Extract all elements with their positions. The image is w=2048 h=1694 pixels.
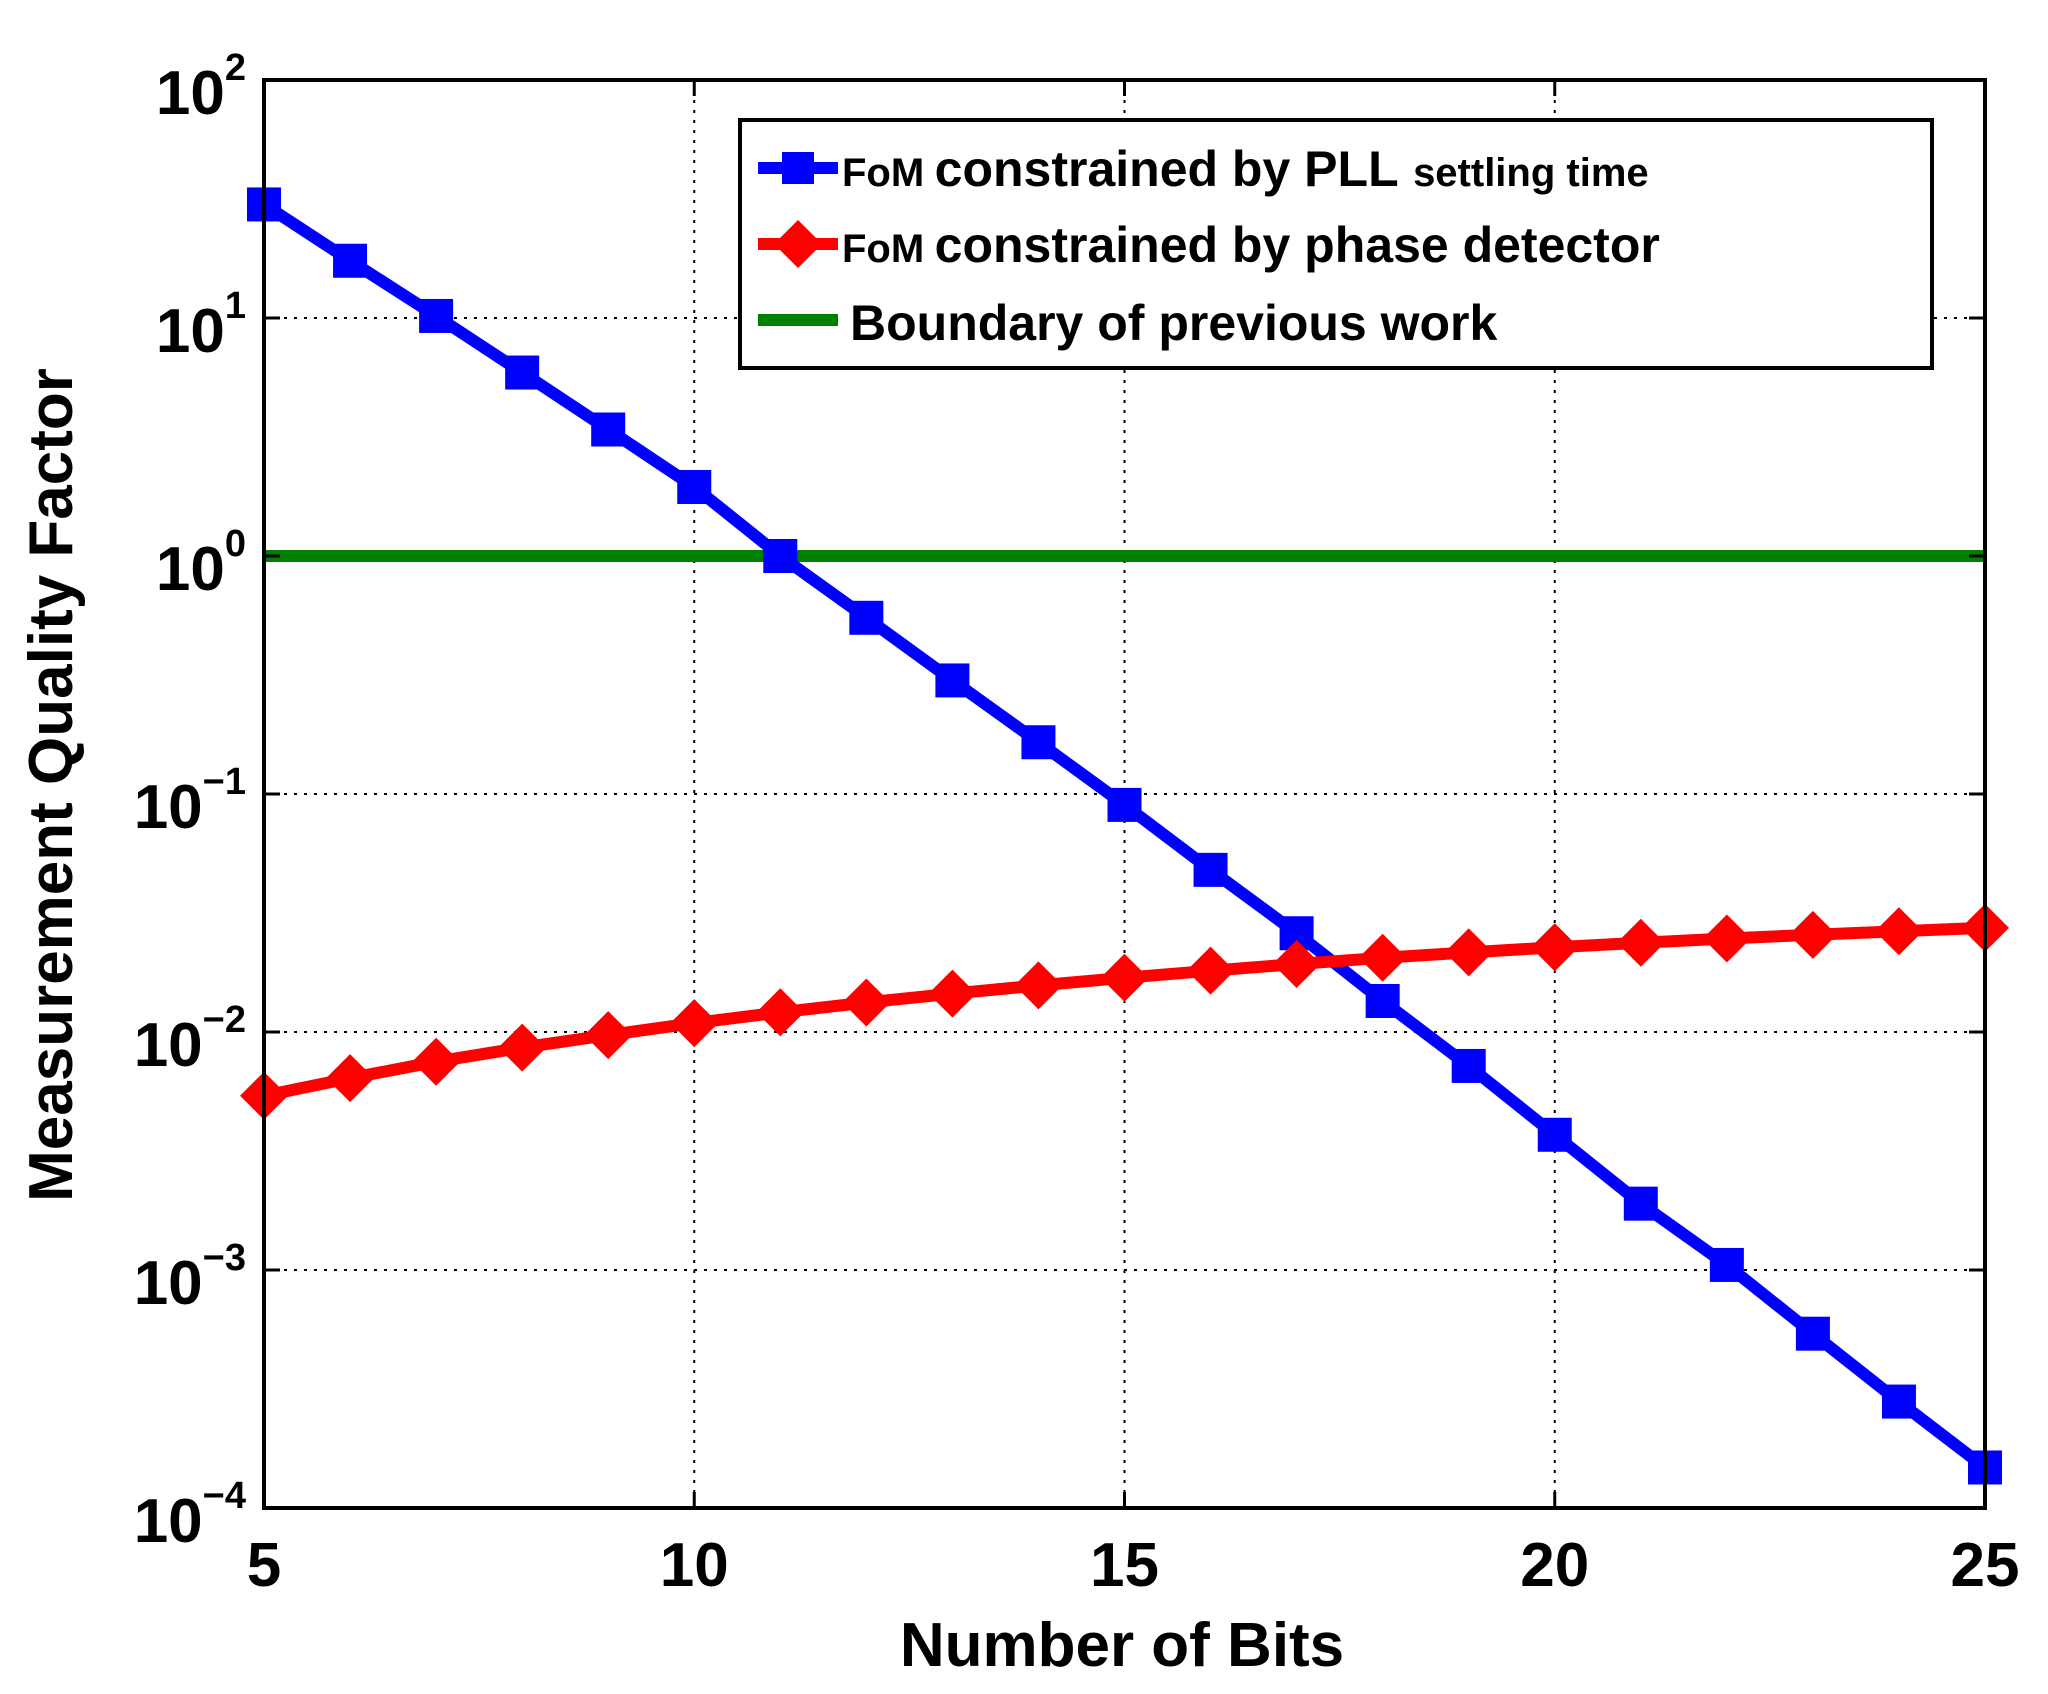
- data-point-diamond: [1530, 923, 1579, 972]
- y-tick-exponent: 1: [225, 285, 246, 327]
- x-axis-label: Number of Bits: [900, 1611, 1344, 1680]
- series-1: [240, 903, 2009, 1120]
- data-point-square: [1107, 787, 1142, 822]
- data-point-square: [763, 539, 798, 573]
- legend-phase-main: constrained by phase detector: [935, 217, 1660, 273]
- y-tick-label: 10−4: [134, 1475, 246, 1556]
- y-tick-label: 100: [156, 523, 246, 604]
- x-tick-label: 15: [1090, 1531, 1159, 1600]
- data-point-diamond: [412, 1037, 461, 1086]
- y-tick-exponent: −1: [203, 761, 246, 803]
- y-tick-base: 10: [134, 1487, 203, 1556]
- y-tick-label: 101: [156, 285, 246, 366]
- y-tick-label: 10−3: [134, 1237, 246, 1318]
- x-tick-label: 20: [1520, 1531, 1589, 1600]
- series-layer: [240, 187, 2009, 1485]
- y-axis-label: Measurement Quality Factor: [17, 368, 86, 1202]
- data-point-diamond: [928, 969, 977, 1018]
- data-point-square: [1795, 1316, 1830, 1351]
- y-tick-base: 10: [134, 1249, 203, 1318]
- data-point-square: [1709, 1247, 1744, 1282]
- data-point-square: [333, 243, 368, 278]
- data-point-square: [1193, 852, 1228, 887]
- y-tick-base: 10: [156, 59, 225, 128]
- data-point-diamond: [584, 1011, 633, 1060]
- x-tick-label: 5: [247, 1531, 281, 1600]
- data-point-square: [677, 469, 712, 504]
- y-tick-base: 10: [156, 535, 225, 604]
- legend-pll-main: constrained by PLL: [935, 141, 1399, 197]
- data-point-diamond: [1100, 953, 1149, 1002]
- legend-box: [738, 118, 1934, 370]
- data-point-diamond: [326, 1054, 375, 1103]
- y-tick-base: 10: [134, 1011, 203, 1080]
- y-tick-exponent: −3: [203, 1237, 246, 1279]
- data-point-diamond: [1358, 933, 1407, 982]
- data-point-diamond: [1014, 961, 1063, 1010]
- legend-phase-prefix: FoM: [842, 227, 924, 271]
- legend-pll-prefix: FoM: [842, 151, 924, 195]
- data-point-diamond: [756, 988, 805, 1037]
- data-point-square: [419, 298, 454, 333]
- y-tick-exponent: 0: [225, 523, 246, 565]
- data-point-square: [1365, 983, 1400, 1018]
- data-point-square: [1537, 1117, 1572, 1152]
- x-tick-label: 25: [1951, 1531, 2020, 1600]
- data-point-square: [1021, 725, 1056, 760]
- data-point-square: [1623, 1186, 1658, 1221]
- data-point-diamond: [1616, 918, 1665, 967]
- data-point-diamond: [1272, 940, 1321, 989]
- y-tick-exponent: −2: [203, 999, 246, 1041]
- data-point-square: [591, 412, 626, 447]
- data-point-diamond: [670, 999, 719, 1048]
- data-point-square: [849, 600, 884, 635]
- data-point-diamond: [498, 1023, 547, 1072]
- legend-marker-pll: [782, 152, 814, 184]
- y-tick-base: 10: [134, 773, 203, 842]
- x-tick-label: 10: [660, 1531, 729, 1600]
- legend-label-phase: FoM constrained by phase detector: [842, 217, 1660, 273]
- data-point-diamond: [1186, 946, 1235, 995]
- y-tick-label: 10−2: [134, 999, 246, 1080]
- data-point-diamond: [1788, 910, 1837, 959]
- series-0: [247, 187, 2002, 1485]
- y-tick-label: 10−1: [134, 761, 246, 842]
- data-point-square: [505, 355, 540, 390]
- data-point-diamond: [1444, 928, 1493, 977]
- legend-label-boundary: Boundary of previous work: [850, 295, 1498, 351]
- y-tick-exponent: 2: [225, 47, 246, 89]
- data-point-square: [1881, 1384, 1916, 1419]
- data-point-diamond: [1874, 907, 1923, 956]
- y-tick-base: 10: [156, 297, 225, 366]
- data-point-square: [1451, 1048, 1486, 1083]
- data-point-square: [935, 663, 970, 698]
- y-tick-exponent: −4: [203, 1475, 246, 1517]
- legend-label-pll: FoM constrained by PLL settling time: [842, 141, 1649, 197]
- data-point-diamond: [1702, 914, 1751, 963]
- legend: FoM constrained by PLL settling time FoM…: [738, 118, 1934, 370]
- data-point-diamond: [842, 978, 891, 1027]
- legend-pll-suffix: settling time: [1413, 151, 1649, 195]
- y-tick-label: 102: [156, 47, 246, 128]
- legend-marker-phase: [774, 220, 822, 268]
